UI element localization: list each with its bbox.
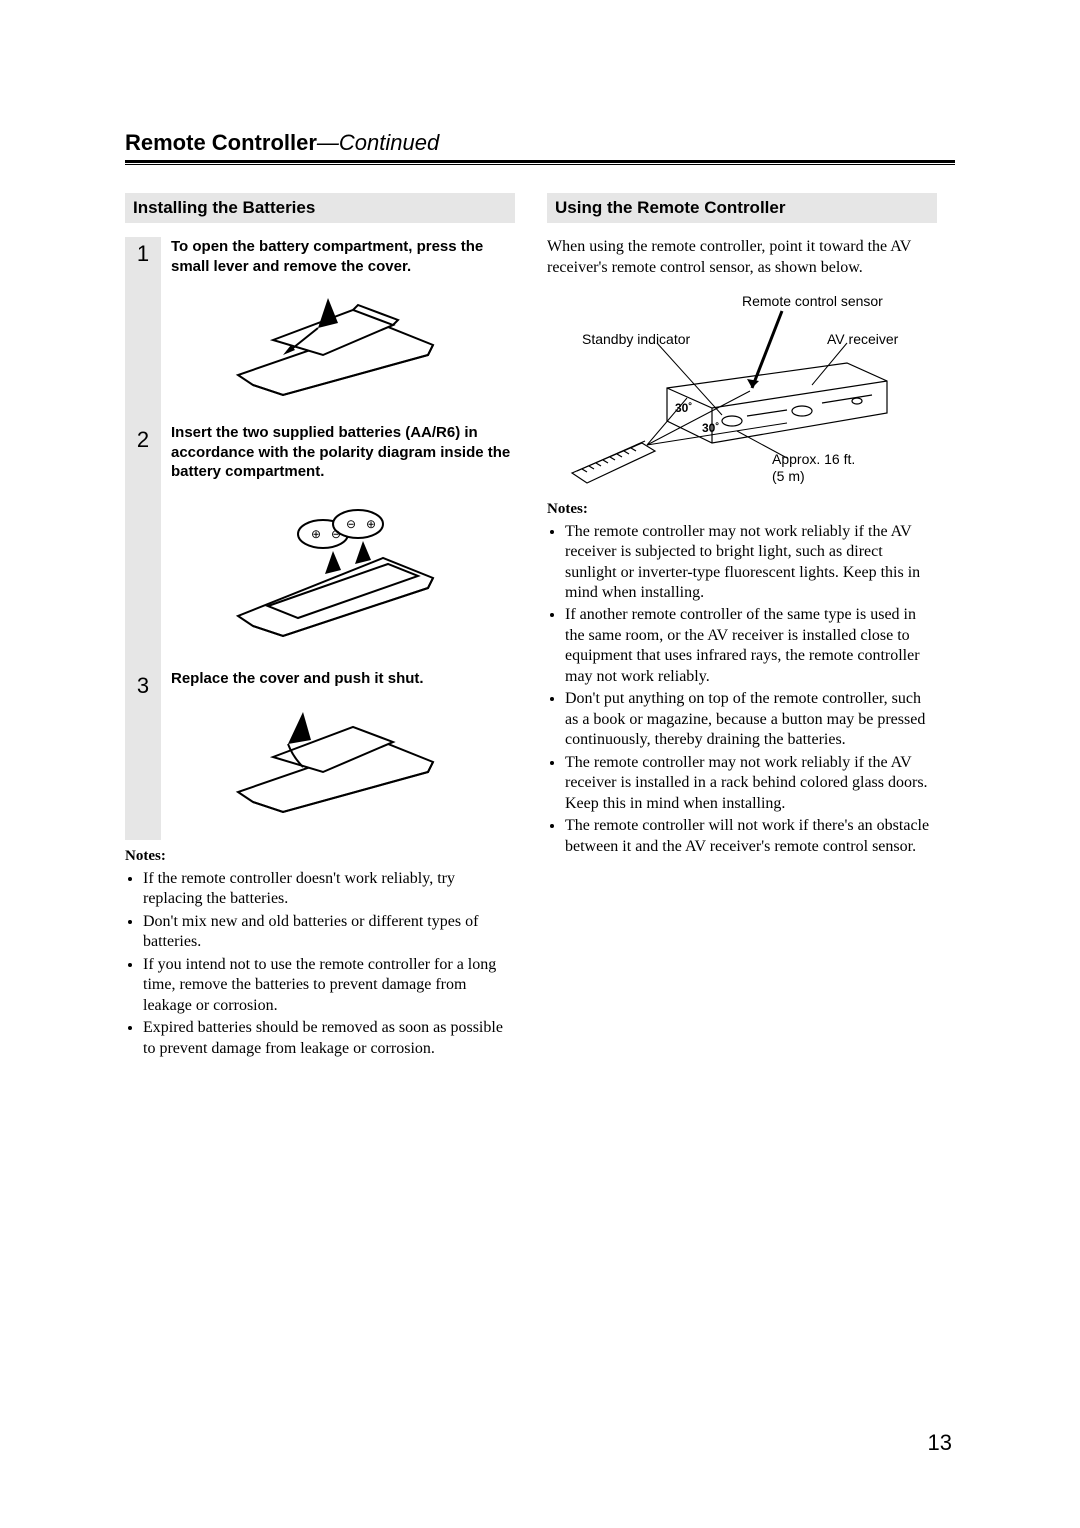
step-text-3: Replace the cover and push it shut. [171,669,515,689]
right-intro: When using the remote controller, point … [547,237,937,279]
label-approx-2: (5 m) [772,468,805,484]
label-angle-1: 30˚ [675,401,692,415]
step-number-1: 1 [125,237,161,423]
step-row-1: 1 To open the battery compartment, press… [125,237,515,423]
right-note-item: The remote controller will not work if t… [565,816,937,857]
page-number: 13 [928,1430,952,1456]
step-text-2: Insert the two supplied batteries (AA/R6… [171,423,515,482]
svg-text:⊕: ⊕ [366,517,376,531]
step-text-1: To open the battery compartment, press t… [171,237,515,276]
left-notes-list: If the remote controller doesn't work re… [125,869,515,1059]
right-note-item: The remote controller may not work relia… [565,522,937,604]
label-receiver: AV receiver [827,331,898,347]
right-notes-list: The remote controller may not work relia… [547,522,937,858]
right-note-item: If another remote controller of the same… [565,605,937,687]
right-heading: Using the Remote Controller [547,193,937,223]
step-body-3: Replace the cover and push it shut. [161,669,515,841]
receiver-diagram: Remote control sensor Standby indicator … [547,293,907,493]
step-body-1: To open the battery compartment, press t… [161,237,515,423]
page-title: Remote Controller—Continued [125,130,955,156]
title-continued: —Continued [317,130,439,155]
step3-illustration [171,696,515,832]
svg-text:⊕: ⊕ [311,527,321,541]
step-row-3: 3 Replace the cover and push it shut. [125,669,515,841]
step-number-3: 3 [125,669,161,841]
right-note-item: Don't put anything on top of the remote … [565,689,937,750]
label-angle-2: 30˚ [702,421,719,435]
step-number-2: 2 [125,423,161,669]
left-column: Installing the Batteries 1 To open the b… [125,193,515,1061]
step1-illustration [171,284,515,415]
left-note-item: If the remote controller doesn't work re… [143,869,515,910]
right-note-item: The remote controller may not work relia… [565,753,937,814]
step2-illustration: ⊕ ⊖ ⊖ ⊕ [171,490,515,661]
label-approx-1: Approx. 16 ft. [772,451,855,467]
svg-text:⊖: ⊖ [331,527,341,541]
left-note-item: Expired batteries should be removed as s… [143,1018,515,1059]
label-standby: Standby indicator [582,331,690,347]
left-note-item: If you intend not to use the remote cont… [143,955,515,1016]
left-notes-heading: Notes: [125,848,515,865]
right-notes-heading: Notes: [547,501,937,518]
left-note-item: Don't mix new and old batteries or diffe… [143,912,515,953]
content-columns: Installing the Batteries 1 To open the b… [125,193,955,1061]
step-body-2: Insert the two supplied batteries (AA/R6… [161,423,515,669]
step-row-2: 2 Insert the two supplied batteries (AA/… [125,423,515,669]
label-sensor: Remote control sensor [742,293,883,309]
header-rule [125,160,955,165]
left-heading: Installing the Batteries [125,193,515,223]
page-root: Remote Controller—Continued Installing t… [0,0,1080,1061]
title-main: Remote Controller [125,130,317,155]
right-column: Using the Remote Controller When using t… [547,193,937,1061]
svg-text:⊖: ⊖ [346,517,356,531]
